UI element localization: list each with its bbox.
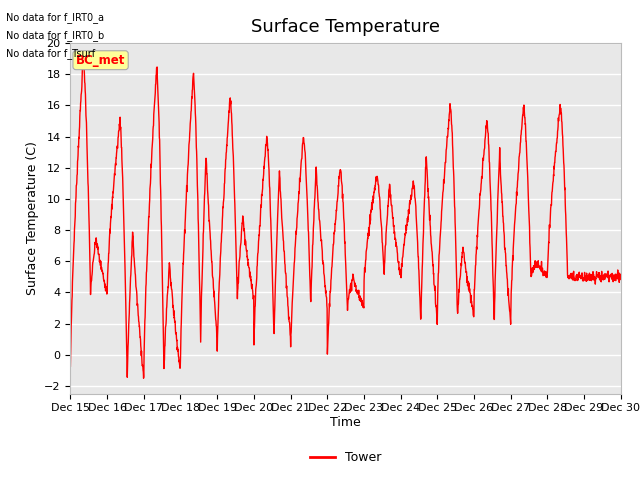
Text: No data for f_IRT0_a: No data for f_IRT0_a [6,12,104,23]
X-axis label: Time: Time [330,416,361,429]
Text: No data for f_IRT0_b: No data for f_IRT0_b [6,30,105,41]
Text: BC_met: BC_met [76,54,125,67]
Text: No data for f_Tsurf: No data for f_Tsurf [6,48,95,60]
Legend: Tower: Tower [305,446,387,469]
Y-axis label: Surface Temperature (C): Surface Temperature (C) [26,142,38,295]
Title: Surface Temperature: Surface Temperature [251,18,440,36]
